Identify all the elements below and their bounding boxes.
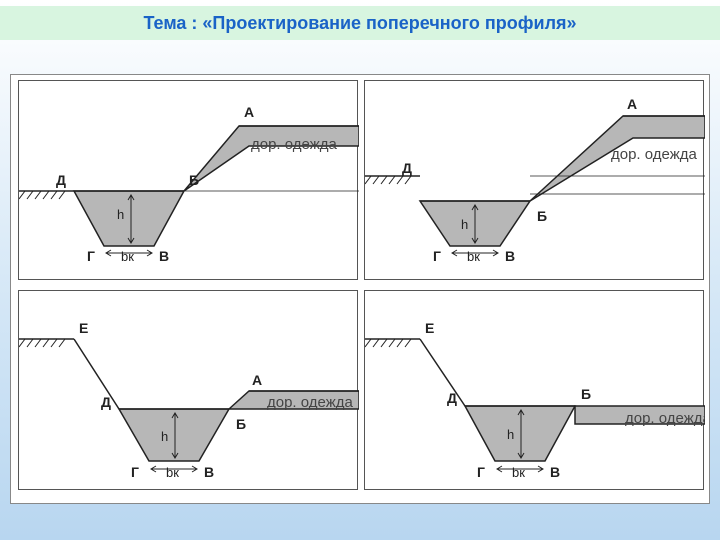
label-B: Б [537,208,547,224]
label-h: h [507,427,514,442]
page-title: Тема : «Проектирование поперечного профи… [143,13,576,33]
diagram-grid: АБВГДhbкдор. одежда АБВГДhbкдор. одежда … [10,74,710,504]
label-D: Д [402,160,412,176]
label-E: Е [79,320,88,336]
label-E: Е [425,320,434,336]
label-B: Б [189,172,199,188]
label-h: h [161,429,168,444]
diagram-panel: Б В Г Д Еh bк дор. одежда [364,290,704,490]
label-G: Г [87,248,95,264]
label-A: А [252,372,262,388]
label-h: h [461,217,468,232]
label-D: Д [56,172,66,188]
label-V: В [550,464,560,480]
road-label: дор. одежда [611,146,697,163]
label-bk: bк [512,465,525,480]
label-D: Д [101,394,111,410]
label-V: В [159,248,169,264]
diagram-panel: А Б В Г Дh bк дор. одежда [18,80,358,280]
label-bk: bк [121,249,134,264]
diagram-panel: А Б В Г Д Еh bк дор. одежда [18,290,358,490]
label-B: Б [581,386,591,402]
label-bk: bк [467,249,480,264]
label-A: А [244,104,254,120]
label-D: Д [447,390,457,406]
label-V: В [505,248,515,264]
label-h: h [117,207,124,222]
label-bk: bк [166,465,179,480]
label-G: Г [433,248,441,264]
label-V: В [204,464,214,480]
road-label: дор. одежда [625,410,705,427]
road-label: дор. одежда [251,136,337,153]
label-A: А [627,96,637,112]
road-label: дор. одежда [267,394,353,411]
label-G: Г [477,464,485,480]
diagram-panel: А Б В Г Дh bк дор. одежда [364,80,704,280]
title-band: Тема : «Проектирование поперечного профи… [0,6,720,40]
label-B: Б [236,416,246,432]
label-G: Г [131,464,139,480]
